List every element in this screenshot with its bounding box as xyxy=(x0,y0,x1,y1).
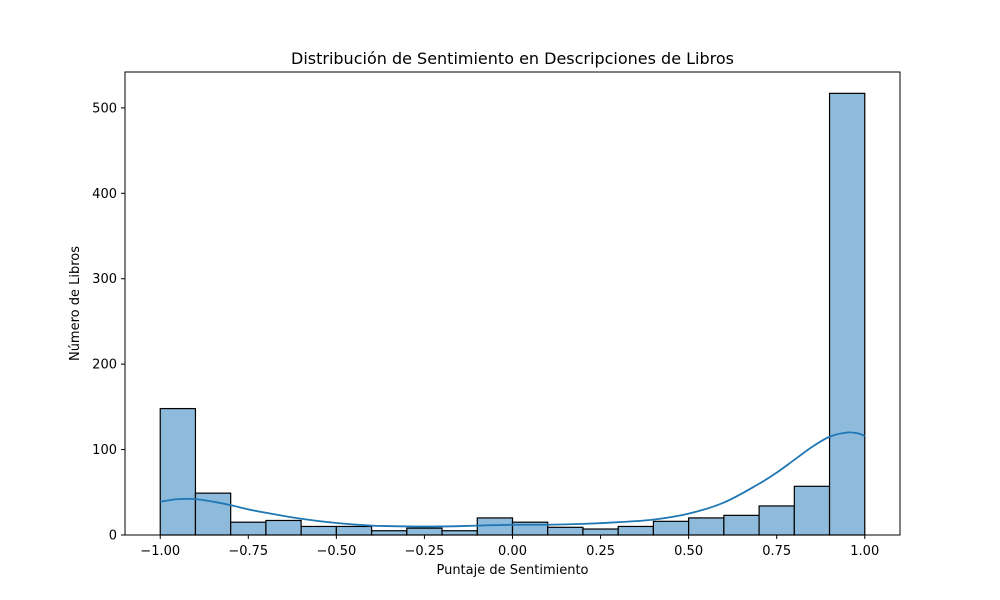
histogram-bar-16 xyxy=(723,514,760,536)
plot-area-frame xyxy=(124,71,901,536)
histogram-bar-14 xyxy=(652,520,690,536)
x-tick-label: 1.00 xyxy=(850,544,879,559)
y-tick-label: 300 xyxy=(92,272,117,287)
histogram-bar-17 xyxy=(758,505,795,536)
x-tick-label: −0.75 xyxy=(228,544,268,559)
x-tick-label: 0.25 xyxy=(586,544,615,559)
x-axis-title: Puntaje de Sentimiento xyxy=(436,563,588,578)
y-tick-label: 500 xyxy=(92,101,117,116)
y-tick-label: 200 xyxy=(92,358,117,373)
x-tick-label: −1.00 xyxy=(140,544,180,559)
histogram-bars xyxy=(159,92,866,536)
x-tick-label: 0.75 xyxy=(762,544,791,559)
histogram-bar-13 xyxy=(617,525,655,536)
histogram-bar-5 xyxy=(335,525,373,536)
histogram-bar-4 xyxy=(300,525,337,536)
histogram-bar-15 xyxy=(688,517,725,536)
histogram-bar-6 xyxy=(370,530,408,536)
histogram-bar-0 xyxy=(159,407,197,536)
x-tick-label: −0.50 xyxy=(316,544,356,559)
x-tick-label: 0.50 xyxy=(674,544,703,559)
y-tick-label: 100 xyxy=(92,443,117,458)
histogram-bar-2 xyxy=(230,521,267,536)
chart-title: Distribución de Sentimiento en Descripci… xyxy=(291,49,734,68)
histogram-bar-8 xyxy=(441,530,478,536)
histogram-bar-11 xyxy=(547,526,584,536)
histogram-bar-3 xyxy=(265,519,302,536)
histogram-bar-7 xyxy=(406,527,443,536)
x-tick-label: 0.00 xyxy=(498,544,527,559)
histogram-bar-9 xyxy=(476,517,514,536)
y-axis-title: Número de Libros xyxy=(68,246,83,361)
histogram-bar-18 xyxy=(793,485,831,536)
y-tick-label: 0 xyxy=(109,529,117,544)
kde-curve xyxy=(160,431,866,528)
histogram-bar-19 xyxy=(828,92,866,536)
kde-curve-layer xyxy=(160,431,866,528)
y-axis-ticks: 0 100 200 300 400 500 xyxy=(92,101,125,544)
histogram-bar-12 xyxy=(582,528,619,536)
x-tick-label: −0.25 xyxy=(405,544,445,559)
y-tick-label: 400 xyxy=(92,187,117,202)
x-axis-ticks: −1.00 −0.75 −0.50 −0.25 0.00 0.25 0.50 0.75 1.00 xyxy=(140,535,879,559)
